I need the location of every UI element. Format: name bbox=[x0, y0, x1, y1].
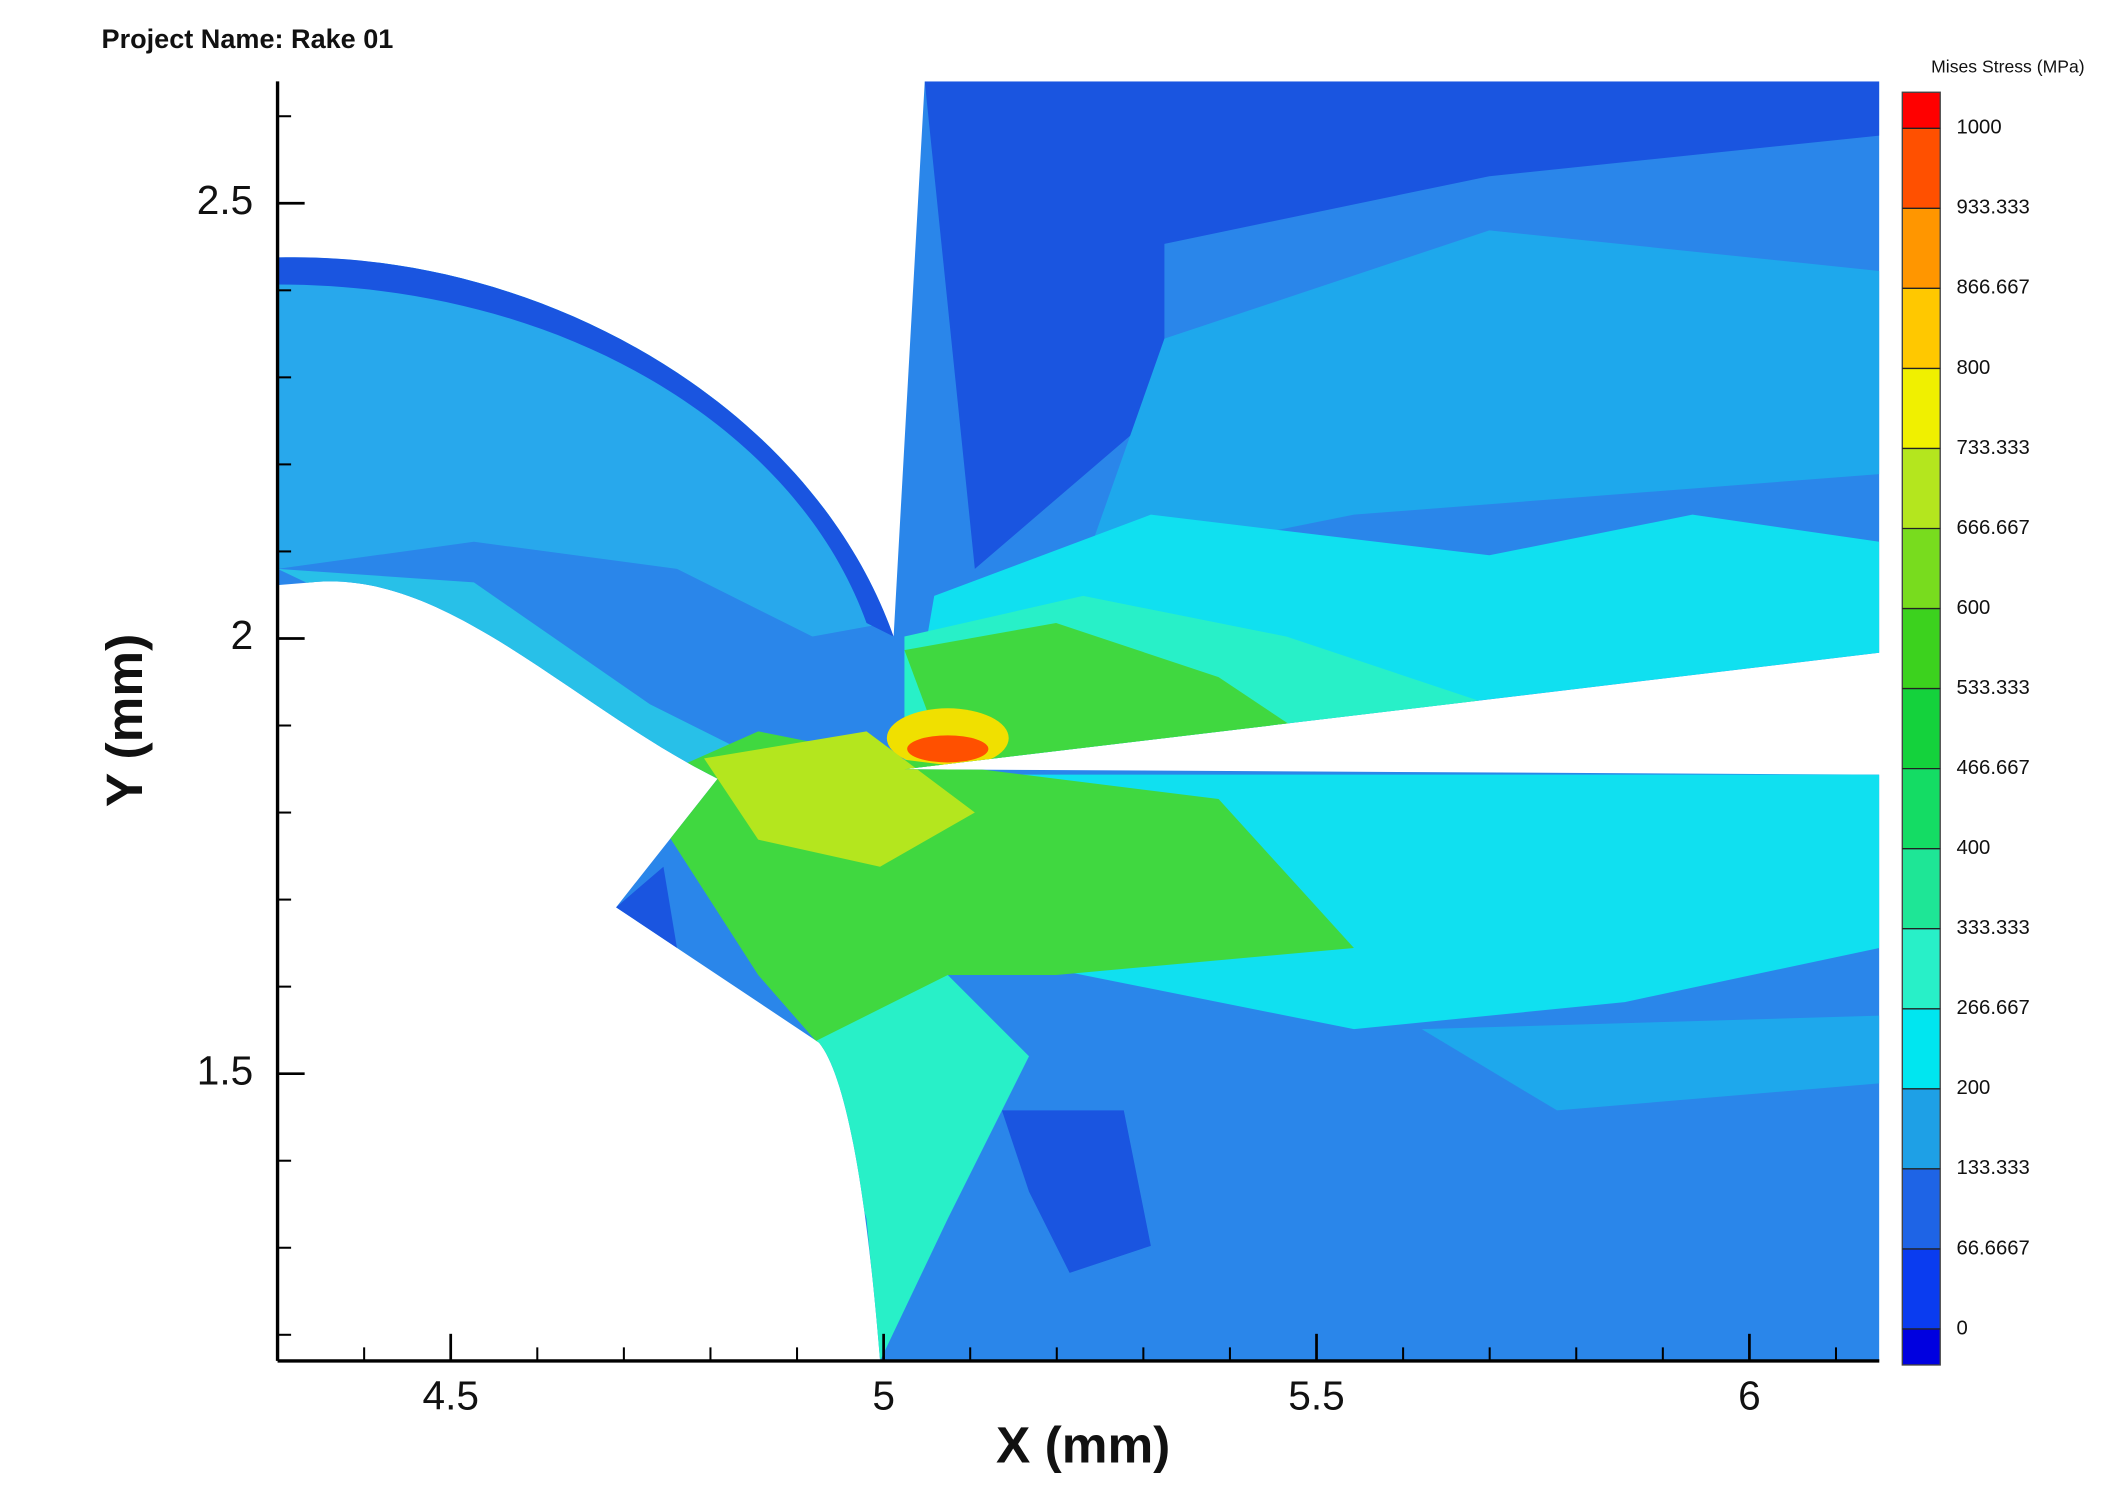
colorbar-band bbox=[1902, 92, 1941, 129]
colorbar-band bbox=[1902, 1088, 1941, 1169]
colorbar-label: 466.667 bbox=[1956, 757, 2029, 779]
colorbar-band bbox=[1902, 448, 1941, 529]
colorbar-band bbox=[1902, 368, 1941, 449]
colorbar-label: 733.333 bbox=[1956, 437, 2029, 459]
colorbar-band bbox=[1902, 688, 1941, 769]
colorbar-label: 66.6667 bbox=[1956, 1237, 2029, 1259]
colorbar-label: 266.667 bbox=[1956, 997, 2029, 1019]
colorbar-band bbox=[1902, 208, 1941, 289]
x-axis-title: X (mm) bbox=[996, 1416, 1170, 1474]
colorbar-band bbox=[1902, 768, 1941, 849]
colorbar-label: 0 bbox=[1956, 1317, 1967, 1339]
colorbar-band bbox=[1902, 608, 1941, 689]
y-axis-title: Y (mm) bbox=[95, 634, 153, 807]
colorbar-frame bbox=[1901, 91, 1941, 1366]
colorbar-band bbox=[1902, 1248, 1941, 1329]
colorbar-band bbox=[1902, 1328, 1941, 1365]
colorbar-band bbox=[1902, 928, 1941, 1009]
colorbar-band bbox=[1902, 288, 1941, 369]
colorbar-label: 533.333 bbox=[1956, 677, 2029, 699]
y-tick-label: 1.5 bbox=[197, 1047, 253, 1093]
colorbar-label: 333.333 bbox=[1956, 917, 2029, 939]
colorbar-label: 600 bbox=[1956, 597, 1990, 619]
colorbar-label: 1000 bbox=[1956, 117, 2001, 139]
colorbar-label: 400 bbox=[1956, 837, 1990, 859]
colorbar-title: Mises Stress (MPa) bbox=[1931, 57, 2084, 77]
x-tick-label: 5 bbox=[872, 1373, 895, 1419]
project-name: Project Name: Rake 01 bbox=[102, 23, 394, 54]
colorbar-band bbox=[1902, 528, 1941, 609]
colorbar-band bbox=[1902, 1008, 1941, 1089]
x-tick-label: 6 bbox=[1738, 1373, 1761, 1419]
colorbar-band bbox=[1902, 128, 1941, 209]
y-tick-label: 2 bbox=[231, 612, 254, 658]
colorbar-label: 866.667 bbox=[1956, 277, 2029, 299]
x-tick-label: 4.5 bbox=[422, 1373, 478, 1419]
y-tick-label: 2.5 bbox=[197, 177, 253, 223]
colorbar-label: 133.333 bbox=[1956, 1157, 2029, 1179]
colorbar-label: 666.667 bbox=[1956, 517, 2029, 539]
colorbar-label: 200 bbox=[1956, 1077, 1990, 1099]
colorbar-label: 933.333 bbox=[1956, 197, 2029, 219]
colorbar-label: 800 bbox=[1956, 357, 1990, 379]
colorbar-band bbox=[1902, 1168, 1941, 1249]
x-tick-label: 5.5 bbox=[1288, 1373, 1344, 1419]
colorbar-band bbox=[1902, 848, 1941, 929]
contour-field bbox=[277, 81, 1880, 1361]
